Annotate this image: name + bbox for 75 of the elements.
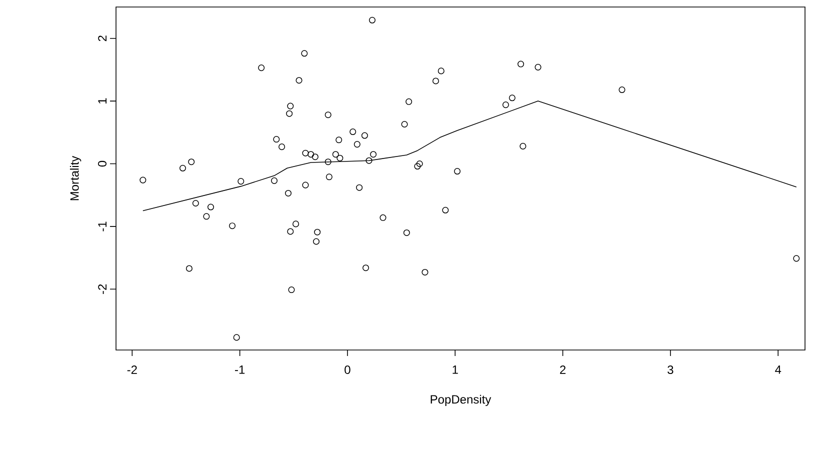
- point: [442, 206, 449, 214]
- point: [238, 178, 244, 185]
- point: [288, 286, 295, 294]
- point: [361, 132, 368, 139]
- point: [618, 86, 626, 94]
- point: [302, 150, 309, 156]
- point: [324, 158, 332, 166]
- point: [362, 264, 370, 272]
- point: [273, 136, 280, 143]
- point: [229, 222, 236, 230]
- point: [292, 220, 300, 228]
- point: [179, 164, 186, 172]
- point: [192, 200, 199, 207]
- point: [520, 142, 526, 150]
- point: [356, 184, 363, 191]
- point: [370, 151, 377, 158]
- point: [314, 228, 321, 236]
- point: [207, 204, 214, 210]
- point: [518, 60, 524, 68]
- x-tick-label: 4: [775, 366, 782, 374]
- point: [416, 160, 423, 168]
- point: [326, 174, 332, 180]
- point: [454, 168, 461, 175]
- x-tick-label: 1: [452, 366, 458, 374]
- point: [203, 213, 210, 220]
- point: [368, 16, 376, 24]
- point: [296, 77, 302, 84]
- y-tick-label: 0: [98, 160, 106, 167]
- point: [188, 158, 195, 166]
- point: [354, 141, 360, 148]
- point: [301, 50, 308, 57]
- point: [336, 154, 344, 162]
- point: [406, 98, 412, 105]
- point: [312, 154, 318, 160]
- point: [438, 68, 444, 74]
- point: [284, 190, 292, 196]
- point: [432, 78, 440, 84]
- x-axis-title: PopDensity: [430, 394, 492, 406]
- point: [287, 228, 294, 235]
- point: [366, 157, 372, 164]
- y-tick-label: -1: [98, 222, 106, 232]
- point: [502, 102, 509, 108]
- x-tick-label: 3: [668, 366, 674, 374]
- point: [332, 151, 339, 158]
- point: [233, 334, 240, 341]
- point: [401, 120, 408, 128]
- point: [324, 112, 332, 118]
- point: [186, 265, 192, 272]
- y-tick-label: 2: [98, 36, 106, 42]
- point: [793, 255, 800, 262]
- point: [380, 214, 386, 221]
- line-series: [142, 100, 797, 212]
- x-tick-label: -2: [127, 366, 137, 374]
- point: [258, 64, 265, 72]
- point: [287, 102, 294, 110]
- x-tick-label: 2: [560, 366, 566, 374]
- point: [312, 238, 320, 245]
- point: [350, 128, 356, 136]
- point: [534, 64, 542, 70]
- point: [271, 177, 278, 184]
- point: [308, 151, 314, 158]
- point: [140, 176, 146, 184]
- point: [508, 94, 516, 102]
- point: [403, 229, 410, 236]
- y-tick-label: 1: [98, 98, 106, 104]
- point: [302, 182, 309, 188]
- y-axis-title: Mortality: [70, 156, 82, 200]
- x-tick-label: -1: [235, 366, 245, 374]
- point: [278, 144, 286, 150]
- point: [422, 268, 428, 276]
- x-tick-label: 0: [344, 366, 350, 374]
- point: [414, 162, 421, 170]
- point: [336, 136, 342, 144]
- y-tick-label: -2: [98, 284, 106, 294]
- point: [286, 110, 293, 117]
